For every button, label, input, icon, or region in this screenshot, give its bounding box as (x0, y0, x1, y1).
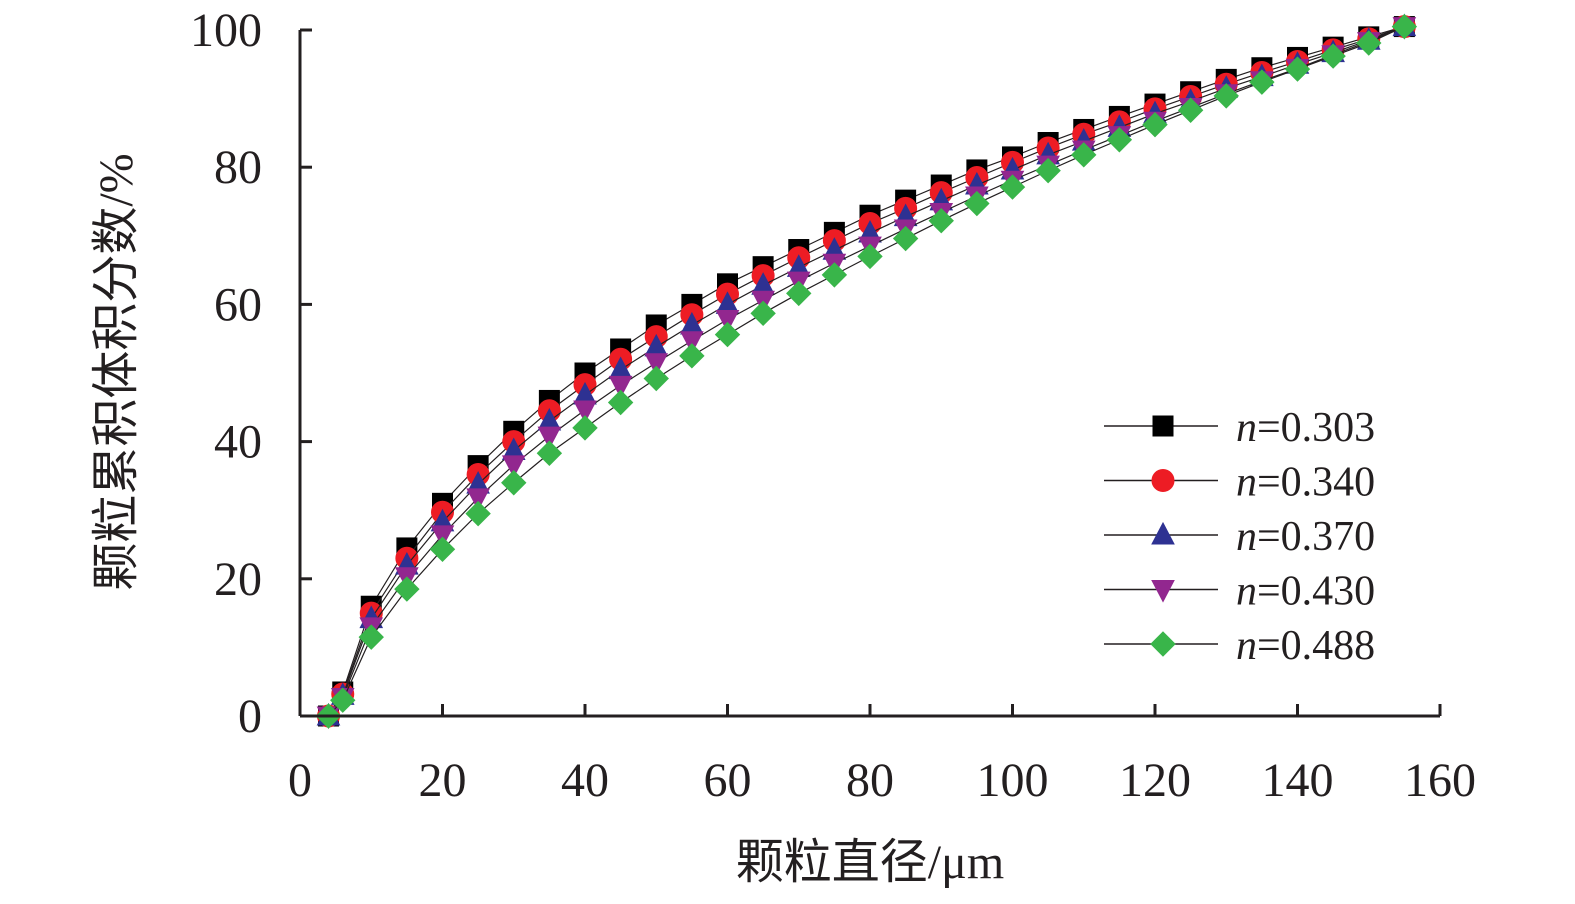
x-tick-label: 100 (977, 754, 1049, 807)
series-5-point (1320, 43, 1346, 69)
legend-item-1: n=0.303 (1104, 405, 1375, 451)
series-5-point (1249, 69, 1275, 95)
series-4-point (430, 525, 455, 548)
series-5-point (679, 343, 705, 369)
legend-label: n=0.340 (1236, 460, 1375, 506)
series-4-point (680, 331, 704, 354)
series-5-point (821, 262, 848, 288)
series-5-point (1391, 13, 1418, 40)
series-1 (318, 16, 1415, 727)
series-5-point (786, 280, 812, 307)
series-5-point (465, 500, 491, 527)
series-2 (317, 15, 1416, 728)
y-tick-label: 80 (214, 141, 262, 194)
y-tick-label: 0 (238, 690, 262, 743)
x-tick-label: 0 (288, 754, 312, 807)
series-5-point (714, 321, 741, 348)
series-4-point (715, 309, 740, 333)
series-5-point (857, 243, 883, 270)
legend-marker (1151, 580, 1175, 603)
series-4 (316, 17, 1417, 730)
legend-item-3: n=0.370 (1104, 514, 1375, 560)
x-tick-label: 80 (846, 754, 894, 807)
series-5-point (536, 440, 563, 466)
y-tick-label: 20 (214, 553, 262, 606)
legend-label: n=0.488 (1236, 623, 1375, 669)
y-tick-label: 100 (190, 4, 262, 57)
series-5-point (358, 624, 384, 650)
legend-label: n=0.430 (1236, 569, 1375, 615)
series-5-point (643, 365, 669, 392)
legend-marker (1152, 415, 1174, 437)
x-tick-label: 40 (561, 754, 609, 807)
series-5-point (999, 174, 1026, 200)
series-5 (315, 13, 1418, 729)
series-5-point (964, 190, 990, 217)
x-axis-title: 颗粒直径/μm (736, 836, 1004, 889)
y-tick-label: 60 (214, 278, 262, 331)
series-4-point (573, 400, 597, 424)
legend-label: n=0.370 (1236, 514, 1375, 560)
series-4-point (466, 488, 490, 511)
series-5-point (501, 470, 527, 496)
series-5-point (1284, 56, 1311, 82)
legend-marker (1151, 521, 1175, 545)
legend: n=0.303 n=0.340 n=0.370 n=0.430 n=0.488 (1104, 405, 1375, 669)
axes-layer: 0 20 40 60 80 100 120 140 160 0 20 40 60 80 100 (190, 4, 1476, 807)
series-4-point (608, 375, 633, 399)
series-5-point (928, 208, 954, 234)
x-tick-label: 160 (1404, 754, 1476, 807)
series-4-point (537, 426, 562, 450)
y-axis-title: 颗粒累积体积分数/% (90, 153, 143, 590)
series-5-point (1177, 97, 1204, 123)
x-tick-label: 20 (419, 754, 467, 807)
series-5-point (394, 576, 420, 602)
legend-label: n=0.303 (1236, 405, 1375, 451)
series-5-point (1106, 127, 1133, 153)
series-layer (315, 13, 1418, 730)
legend-marker (1150, 631, 1176, 657)
series-5-point (1356, 30, 1382, 56)
series-5-point (1142, 111, 1168, 138)
legend-item-4: n=0.430 (1104, 569, 1375, 615)
x-tick-label: 60 (704, 754, 752, 807)
series-5-point (892, 225, 919, 252)
series-5-point (750, 300, 776, 327)
legend-marker (1151, 469, 1175, 492)
series-4-point (644, 353, 669, 376)
x-tick-label: 140 (1262, 754, 1334, 807)
series-4-point (501, 455, 526, 479)
series-5-point (1071, 142, 1097, 168)
series-5-point (607, 389, 634, 416)
series-5-point (572, 415, 598, 441)
y-tick-label: 40 (214, 416, 262, 469)
series-5-point (330, 687, 356, 713)
x-tick-label: 120 (1119, 754, 1191, 807)
legend-item-2: n=0.340 (1104, 460, 1375, 506)
series-3 (316, 13, 1417, 726)
series-5-point (429, 536, 456, 563)
legend-item-5: n=0.488 (1104, 623, 1375, 669)
series-5-point (1213, 83, 1239, 109)
series-5-point (1035, 157, 1061, 184)
